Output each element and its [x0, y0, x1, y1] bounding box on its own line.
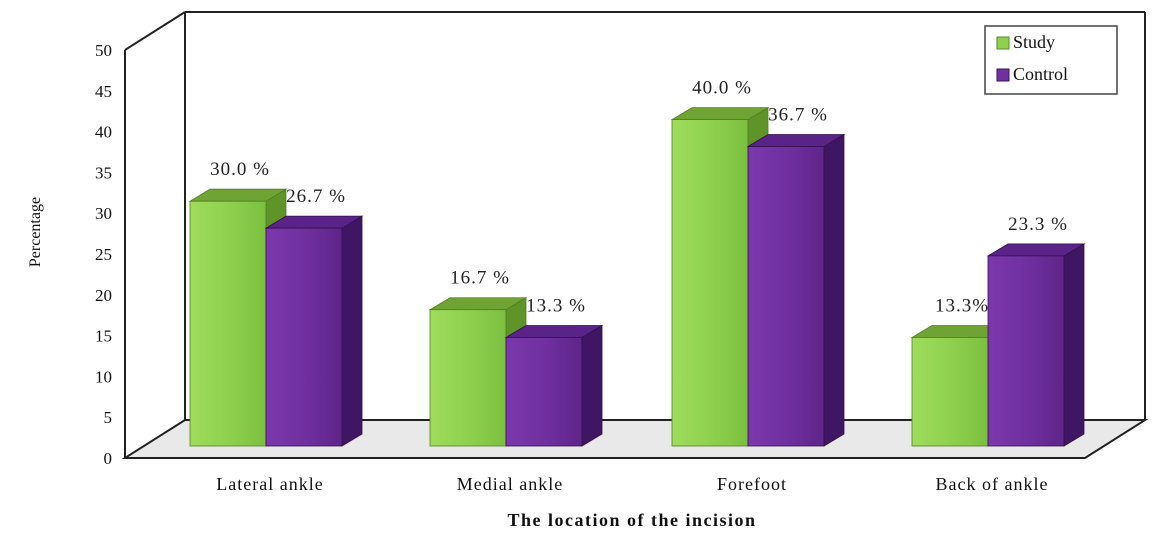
y-axis-label: Percentage	[27, 197, 44, 267]
y-tick-label: 30	[95, 204, 112, 223]
bar-side	[341, 215, 363, 447]
bar-front	[671, 119, 749, 447]
data-labels-group: 30.0 % 26.7 % 16.7 % 13.3 % 40.0 % 36.7 % 13.3…	[210, 78, 1068, 317]
bar-front	[987, 255, 1065, 447]
data-label-study: 40.0 %	[692, 78, 752, 99]
bar-front	[429, 309, 507, 447]
legend-swatch-study	[996, 36, 1010, 50]
y-tick-label: 35	[95, 163, 112, 182]
x-category-label: Forefoot	[717, 474, 787, 494]
side-wall-top-edge	[124, 11, 186, 51]
plot-frame	[121, 11, 1149, 459]
bar-side	[823, 133, 845, 447]
y-tick-label: 25	[95, 245, 112, 264]
y-axis-ticks: 0 5 10 15 20 25 30 35 40 45 50	[95, 41, 112, 468]
legend-box	[984, 25, 1118, 95]
data-label-control: 23.3 %	[1008, 214, 1068, 235]
y-tick-label: 5	[104, 408, 113, 427]
bars-group	[188, 106, 1086, 447]
y-tick-label: 50	[95, 41, 112, 60]
bar-front	[189, 200, 267, 447]
data-label-study: 16.7 %	[450, 268, 510, 289]
x-category-label: Back of ankle	[936, 474, 1049, 494]
legend: Study Control	[984, 25, 1118, 95]
bar-control-lateral-ankle	[264, 215, 364, 447]
legend-swatch-control	[996, 68, 1010, 82]
bar-side	[1063, 243, 1085, 447]
bar-control-forefoot	[746, 133, 846, 447]
bar-front	[505, 337, 583, 447]
y-tick-label: 15	[95, 327, 112, 346]
bar-front	[747, 146, 825, 447]
data-label-study: 30.0 %	[210, 159, 270, 180]
x-category-label: Lateral ankle	[216, 474, 323, 494]
bar-control-medial-ankle	[504, 324, 604, 447]
data-label-control: 36.7 %	[768, 105, 828, 126]
data-label-study: 13.3%	[935, 295, 989, 316]
bar-side	[581, 324, 603, 447]
bar-front	[911, 337, 989, 447]
category-labels-group: Lateral ankle Medial ankle Forefoot Back of…	[216, 474, 1049, 494]
y-tick-label: 10	[95, 367, 112, 386]
data-label-control: 26.7 %	[286, 186, 346, 207]
y-tick-label: 0	[104, 449, 113, 468]
y-tick-label: 20	[95, 286, 112, 305]
x-category-label: Medial ankle	[457, 474, 563, 494]
legend-label-study: Study	[1013, 32, 1055, 52]
y-tick-label: 40	[95, 123, 112, 142]
x-axis-label: The location of the incision	[507, 510, 756, 530]
data-label-control: 13.3 %	[526, 295, 586, 316]
y-tick-label: 45	[95, 82, 112, 101]
legend-label-control: Control	[1013, 64, 1068, 84]
bar-front	[265, 227, 343, 447]
bar-control-back-of-ankle	[986, 243, 1086, 447]
